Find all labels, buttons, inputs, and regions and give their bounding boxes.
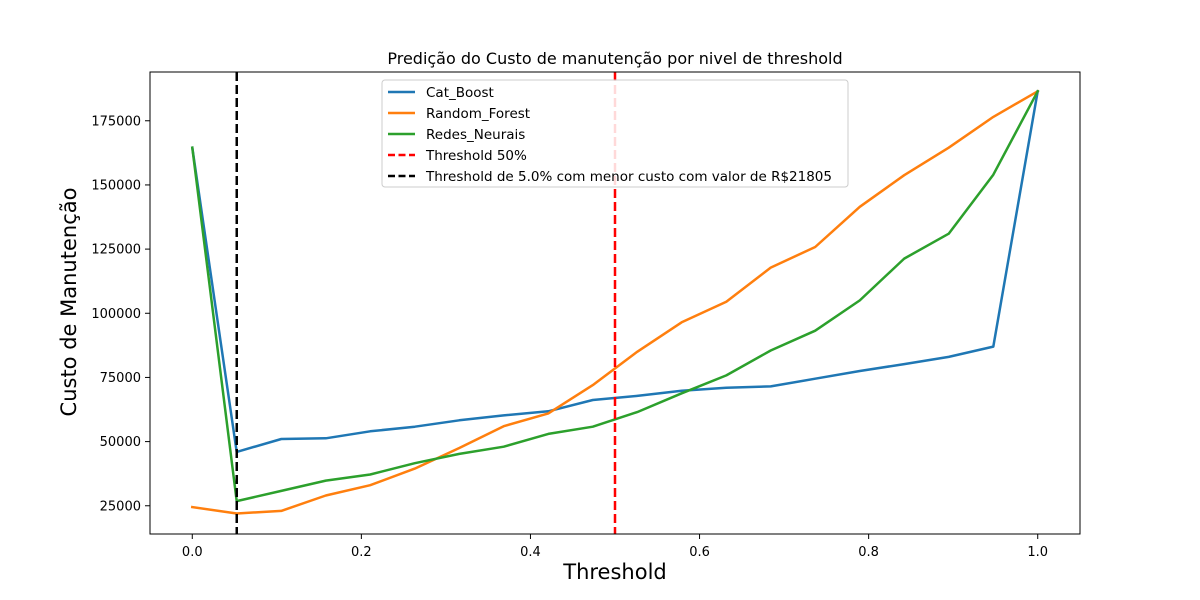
series-line-redes-neurais xyxy=(190,89,1040,503)
legend-box xyxy=(381,79,849,188)
legend-entry-label: Threshold de 5.0% com menor custo com va… xyxy=(425,169,832,185)
y-tick-label: 125000 xyxy=(91,243,141,258)
x-tick-label: 1.0 xyxy=(1027,545,1048,560)
y-tick-label: 75000 xyxy=(100,371,141,386)
plot-frame xyxy=(149,71,1081,535)
x-tick-label: 0.2 xyxy=(351,545,372,560)
y-tick-label: 100000 xyxy=(91,307,141,322)
axis-ticks: 0.0 0.2 0.4 0.6 0.8 1.0 25000 50000 75000 100000 1… xyxy=(91,114,1048,560)
y-tick-label: 175000 xyxy=(91,114,141,129)
plot-area xyxy=(190,72,1040,534)
x-tick-label: 0.8 xyxy=(858,545,879,560)
y-tick-label: 50000 xyxy=(100,435,141,450)
x-tick-label: 0.6 xyxy=(689,545,710,560)
legend: Cat_Boost Random_Forest Redes_Neurais Thres… xyxy=(381,79,849,188)
series-line-random-forest xyxy=(190,89,1040,515)
legend-entry-label: Random_Forest xyxy=(426,106,530,122)
x-axis-title: Threshold xyxy=(562,560,667,584)
y-tick-label: 150000 xyxy=(91,178,141,193)
chart-title: Predição do Custo de manutenção por nive… xyxy=(387,49,842,68)
x-tick-label: 0.0 xyxy=(182,545,203,560)
legend-entry-label: Redes_Neurais xyxy=(426,127,525,143)
x-tick-label: 0.4 xyxy=(520,545,541,560)
y-axis-title: Custo de Manutenção xyxy=(57,188,81,417)
legend-entry-label: Cat_Boost xyxy=(426,85,494,101)
y-tick-label: 25000 xyxy=(100,499,141,514)
legend-entry-label: Threshold 50% xyxy=(425,148,527,164)
